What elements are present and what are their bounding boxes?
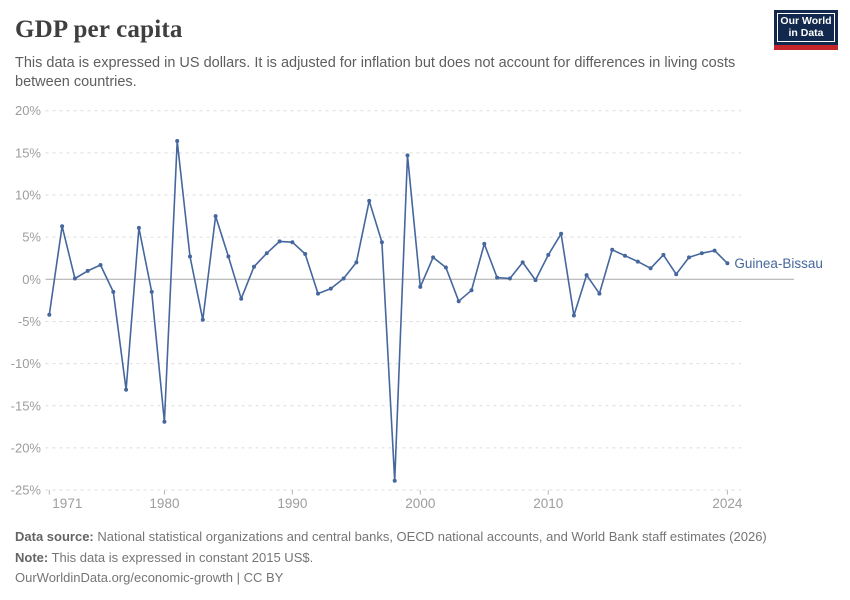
owid-logo-text-line2: in Data	[788, 26, 824, 39]
data-point[interactable]	[687, 255, 691, 260]
data-point[interactable]	[495, 275, 500, 280]
data-point[interactable]	[648, 266, 653, 271]
data-point[interactable]	[226, 254, 231, 259]
data-point[interactable]	[367, 198, 372, 203]
y-axis-label: 20%	[15, 103, 41, 118]
x-axis-label: 2010	[533, 496, 563, 511]
citation-license: | CC BY	[232, 570, 284, 585]
data-point[interactable]	[482, 241, 487, 246]
data-point[interactable]	[431, 255, 436, 260]
data-point[interactable]	[200, 317, 205, 322]
data-point[interactable]	[252, 264, 256, 269]
data-point[interactable]	[149, 289, 154, 294]
data-point[interactable]	[316, 291, 320, 296]
data-point[interactable]	[392, 478, 397, 483]
data-point[interactable]	[47, 312, 52, 317]
data-point[interactable]	[725, 261, 730, 266]
data-source-line: Data source: National statistical organi…	[15, 527, 767, 548]
data-point[interactable]	[85, 268, 90, 273]
data-point[interactable]	[571, 313, 576, 318]
data-point[interactable]	[111, 289, 116, 294]
data-point[interactable]	[328, 286, 333, 291]
citation-line: OurWorldinData.org/economic-growth | CC …	[15, 568, 767, 589]
x-axis-label: 2024	[712, 496, 743, 511]
x-axis-label: 1990	[277, 496, 307, 511]
data-point[interactable]	[72, 276, 77, 281]
series-label-guinea-bissau[interactable]: Guinea-Bissau	[734, 256, 823, 271]
data-point[interactable]	[623, 253, 627, 258]
data-point[interactable]	[405, 153, 410, 158]
y-axis-label: 5%	[22, 230, 41, 245]
data-point[interactable]	[635, 259, 640, 264]
data-point[interactable]	[60, 224, 65, 229]
owid-logo-text-line1: Our World	[780, 14, 832, 27]
y-axis-label: -20%	[11, 440, 42, 455]
data-point[interactable]	[354, 260, 359, 265]
data-point[interactable]	[162, 419, 167, 424]
y-axis-label: 15%	[15, 145, 41, 160]
y-axis-label: 10%	[15, 188, 41, 203]
data-point[interactable]	[175, 139, 180, 143]
data-point[interactable]	[264, 251, 269, 256]
data-point[interactable]	[546, 252, 551, 257]
note-label: Note:	[15, 549, 49, 565]
chart-footer: Data source: National statistical organi…	[15, 527, 767, 589]
y-axis-label: -15%	[11, 398, 42, 413]
data-point[interactable]	[303, 252, 308, 256]
data-point[interactable]	[610, 247, 615, 252]
data-source-text: National statistical organizations and c…	[97, 529, 767, 544]
data-point[interactable]	[124, 387, 129, 392]
data-point[interactable]	[533, 278, 538, 283]
chart-subtitle: This data is expressed in US dollars. It…	[15, 55, 736, 90]
data-point[interactable]	[661, 252, 666, 257]
data-point[interactable]	[418, 284, 423, 289]
data-point[interactable]	[559, 231, 564, 236]
note-text: This data is expressed in constant 2015 …	[51, 549, 314, 565]
data-point[interactable]	[341, 276, 346, 281]
y-axis-label: -10%	[11, 356, 42, 371]
data-point[interactable]	[674, 272, 679, 277]
page-title: GDP per capita	[15, 16, 183, 43]
data-point[interactable]	[379, 240, 384, 245]
data-point[interactable]	[443, 265, 448, 270]
chart-canvas[interactable]: 20% 15% 10% 5% 0% -5% -10% -15% -20% -25% 1971 1980…	[0, 95, 850, 520]
data-source-label: Data source:	[15, 529, 94, 544]
data-point[interactable]	[507, 276, 512, 281]
line-chart[interactable]: 20% 15% 10% 5% 0% -5% -10% -15% -20% -25% 1971 1980…	[0, 95, 850, 520]
data-point[interactable]	[456, 299, 461, 304]
owid-logo-red-bar	[774, 45, 838, 50]
owid-logo[interactable]: Our World in Data	[774, 10, 838, 50]
x-axis-label: 2000	[405, 496, 435, 511]
data-point[interactable]	[597, 291, 602, 296]
data-point[interactable]	[188, 254, 192, 259]
series-line-guinea-bissau	[48, 140, 729, 482]
x-axis-label: 1980	[149, 496, 179, 511]
note-line: Note: This data is expressed in constant…	[15, 548, 767, 569]
data-point[interactable]	[699, 251, 704, 256]
y-axis-label: 0%	[22, 272, 41, 287]
data-point[interactable]	[584, 273, 589, 278]
data-point[interactable]	[712, 248, 717, 253]
data-point[interactable]	[290, 240, 295, 245]
data-point[interactable]	[239, 296, 244, 301]
y-axis-label: -5%	[18, 314, 42, 329]
data-point[interactable]	[136, 225, 141, 230]
data-point[interactable]	[98, 263, 103, 267]
owid-logo-navy-box: Our World in Data	[774, 10, 838, 45]
x-axis-label: 1971	[52, 496, 82, 511]
y-axis-label: -25%	[11, 483, 42, 498]
citation-link[interactable]: OurWorldinData.org/economic-growth	[15, 570, 233, 585]
data-point[interactable]	[520, 260, 525, 265]
data-point[interactable]	[469, 288, 474, 293]
data-point[interactable]	[277, 239, 282, 244]
data-point[interactable]	[213, 214, 218, 219]
